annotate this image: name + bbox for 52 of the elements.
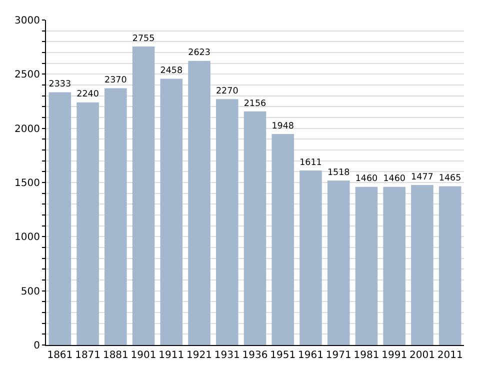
bar: [355, 186, 378, 345]
data-label: 1465: [438, 174, 462, 184]
data-label: 2156: [244, 98, 267, 109]
x-tick-label: 1911: [158, 350, 184, 361]
bar: [411, 184, 434, 345]
bar: [132, 46, 155, 345]
bar: [48, 92, 72, 345]
data-label: 1518: [327, 168, 350, 178]
data-label: 1611: [300, 158, 322, 168]
bar: [300, 170, 322, 345]
bar: [327, 180, 350, 345]
data-label: 2370: [104, 76, 127, 86]
x-tick-label: 2011: [437, 350, 463, 361]
x-tick-label: 1951: [270, 350, 296, 361]
x-tick-label: 1971: [326, 350, 352, 361]
data-label: 1460: [383, 174, 406, 184]
y-tick-label: 0: [34, 340, 40, 352]
x-tick-label: 1931: [214, 350, 240, 361]
bar: [272, 134, 294, 345]
x-tick-label: 1991: [382, 350, 408, 361]
bar: [104, 88, 127, 345]
data-label: 2270: [216, 86, 238, 96]
x-tick-label: 1961: [298, 350, 324, 361]
x-tick-label: 1861: [47, 350, 73, 361]
bar: [160, 78, 183, 345]
y-tick-label: 1500: [14, 178, 40, 189]
x-tick-label: 2001: [409, 350, 435, 361]
y-tick-label: 2000: [14, 124, 40, 135]
data-label: 2755: [132, 34, 155, 44]
data-label: 2333: [48, 80, 72, 90]
bar: [216, 99, 238, 345]
bar: [188, 60, 210, 345]
data-label: 2240: [76, 90, 99, 100]
x-tick-label: 1881: [102, 350, 128, 361]
data-label: 1477: [411, 172, 434, 182]
y-tick-label: 500: [20, 286, 40, 298]
data-label: 1460: [355, 174, 378, 184]
x-tick-label: 1871: [75, 350, 101, 361]
data-label: 1948: [272, 121, 294, 132]
x-tick-label: 1921: [186, 350, 212, 361]
y-tick-label: 1000: [14, 232, 40, 244]
data-label: 2458: [160, 66, 183, 76]
bar: [383, 186, 406, 345]
x-tick-label: 1981: [354, 350, 380, 361]
y-tick-label: 3000: [14, 16, 40, 26]
data-label: 2623: [188, 48, 210, 58]
bar: [244, 111, 266, 345]
x-tick-label: 1936: [242, 350, 268, 361]
y-tick-label: 2500: [14, 70, 40, 81]
bar: [438, 186, 462, 345]
x-tick-label: 1901: [130, 350, 156, 361]
bar: [76, 102, 99, 345]
